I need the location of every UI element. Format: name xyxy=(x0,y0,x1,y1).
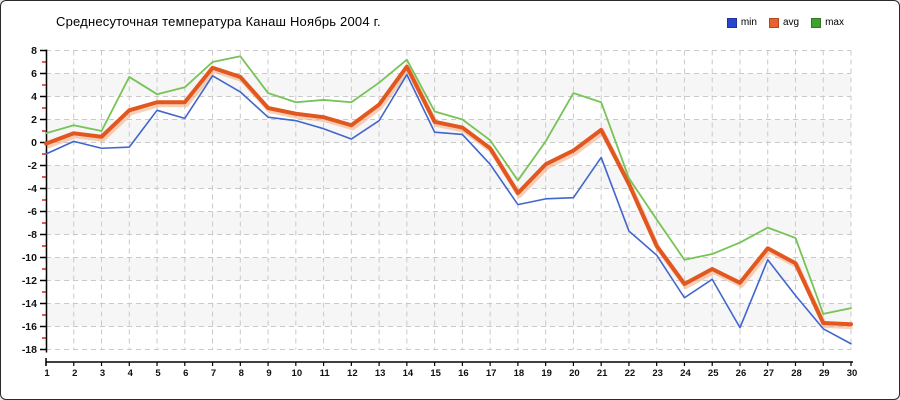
svg-text:2: 2 xyxy=(31,114,37,126)
svg-text:5: 5 xyxy=(155,368,161,379)
svg-text:-10: -10 xyxy=(22,252,37,264)
svg-text:11: 11 xyxy=(320,368,331,379)
min-swatch-icon xyxy=(726,17,737,28)
svg-text:4: 4 xyxy=(128,368,134,379)
svg-text:18: 18 xyxy=(514,368,525,379)
max-swatch-icon xyxy=(811,17,822,28)
svg-text:4: 4 xyxy=(31,91,37,103)
svg-text:2: 2 xyxy=(72,368,77,379)
svg-text:1: 1 xyxy=(44,368,50,379)
svg-text:12: 12 xyxy=(347,368,358,379)
legend-item-avg: avg xyxy=(768,17,800,28)
svg-text:28: 28 xyxy=(791,368,802,379)
legend: min avg max xyxy=(726,17,844,28)
svg-text:-6: -6 xyxy=(28,206,37,218)
svg-text:-4: -4 xyxy=(28,183,37,195)
svg-text:-12: -12 xyxy=(22,275,37,287)
svg-text:8: 8 xyxy=(31,45,37,57)
chart-title: Среднесуточная температура Канаш Ноябрь … xyxy=(56,14,381,29)
legend-label-max: max xyxy=(825,17,844,28)
svg-text:-8: -8 xyxy=(28,229,37,241)
svg-text:14: 14 xyxy=(403,368,414,379)
svg-text:15: 15 xyxy=(430,368,441,379)
svg-text:6: 6 xyxy=(31,68,37,80)
svg-text:-18: -18 xyxy=(22,344,37,356)
svg-text:23: 23 xyxy=(652,368,663,379)
svg-text:21: 21 xyxy=(597,368,608,379)
svg-text:-14: -14 xyxy=(22,298,37,310)
svg-text:19: 19 xyxy=(541,368,552,379)
avg-swatch-icon xyxy=(768,17,779,28)
legend-label-avg: avg xyxy=(782,17,800,28)
svg-text:20: 20 xyxy=(569,368,580,379)
svg-text:10: 10 xyxy=(292,368,303,379)
svg-text:-16: -16 xyxy=(22,321,37,333)
svg-text:9: 9 xyxy=(266,368,271,379)
svg-text:3: 3 xyxy=(100,368,105,379)
svg-text:24: 24 xyxy=(680,368,691,379)
legend-item-min: min xyxy=(726,17,757,28)
legend-label-min: min xyxy=(740,17,757,28)
svg-text:26: 26 xyxy=(736,368,747,379)
svg-text:22: 22 xyxy=(625,368,636,379)
svg-text:8: 8 xyxy=(239,368,244,379)
svg-text:13: 13 xyxy=(375,368,386,379)
svg-text:7: 7 xyxy=(211,368,216,379)
svg-text:25: 25 xyxy=(708,368,719,379)
svg-text:16: 16 xyxy=(458,368,469,379)
svg-text:-2: -2 xyxy=(28,160,37,172)
svg-text:17: 17 xyxy=(486,368,497,379)
svg-text:6: 6 xyxy=(183,368,188,379)
svg-text:29: 29 xyxy=(819,368,830,379)
svg-text:27: 27 xyxy=(763,368,774,379)
svg-text:0: 0 xyxy=(31,137,37,149)
legend-item-max: max xyxy=(811,17,844,28)
svg-text:30: 30 xyxy=(847,368,858,379)
